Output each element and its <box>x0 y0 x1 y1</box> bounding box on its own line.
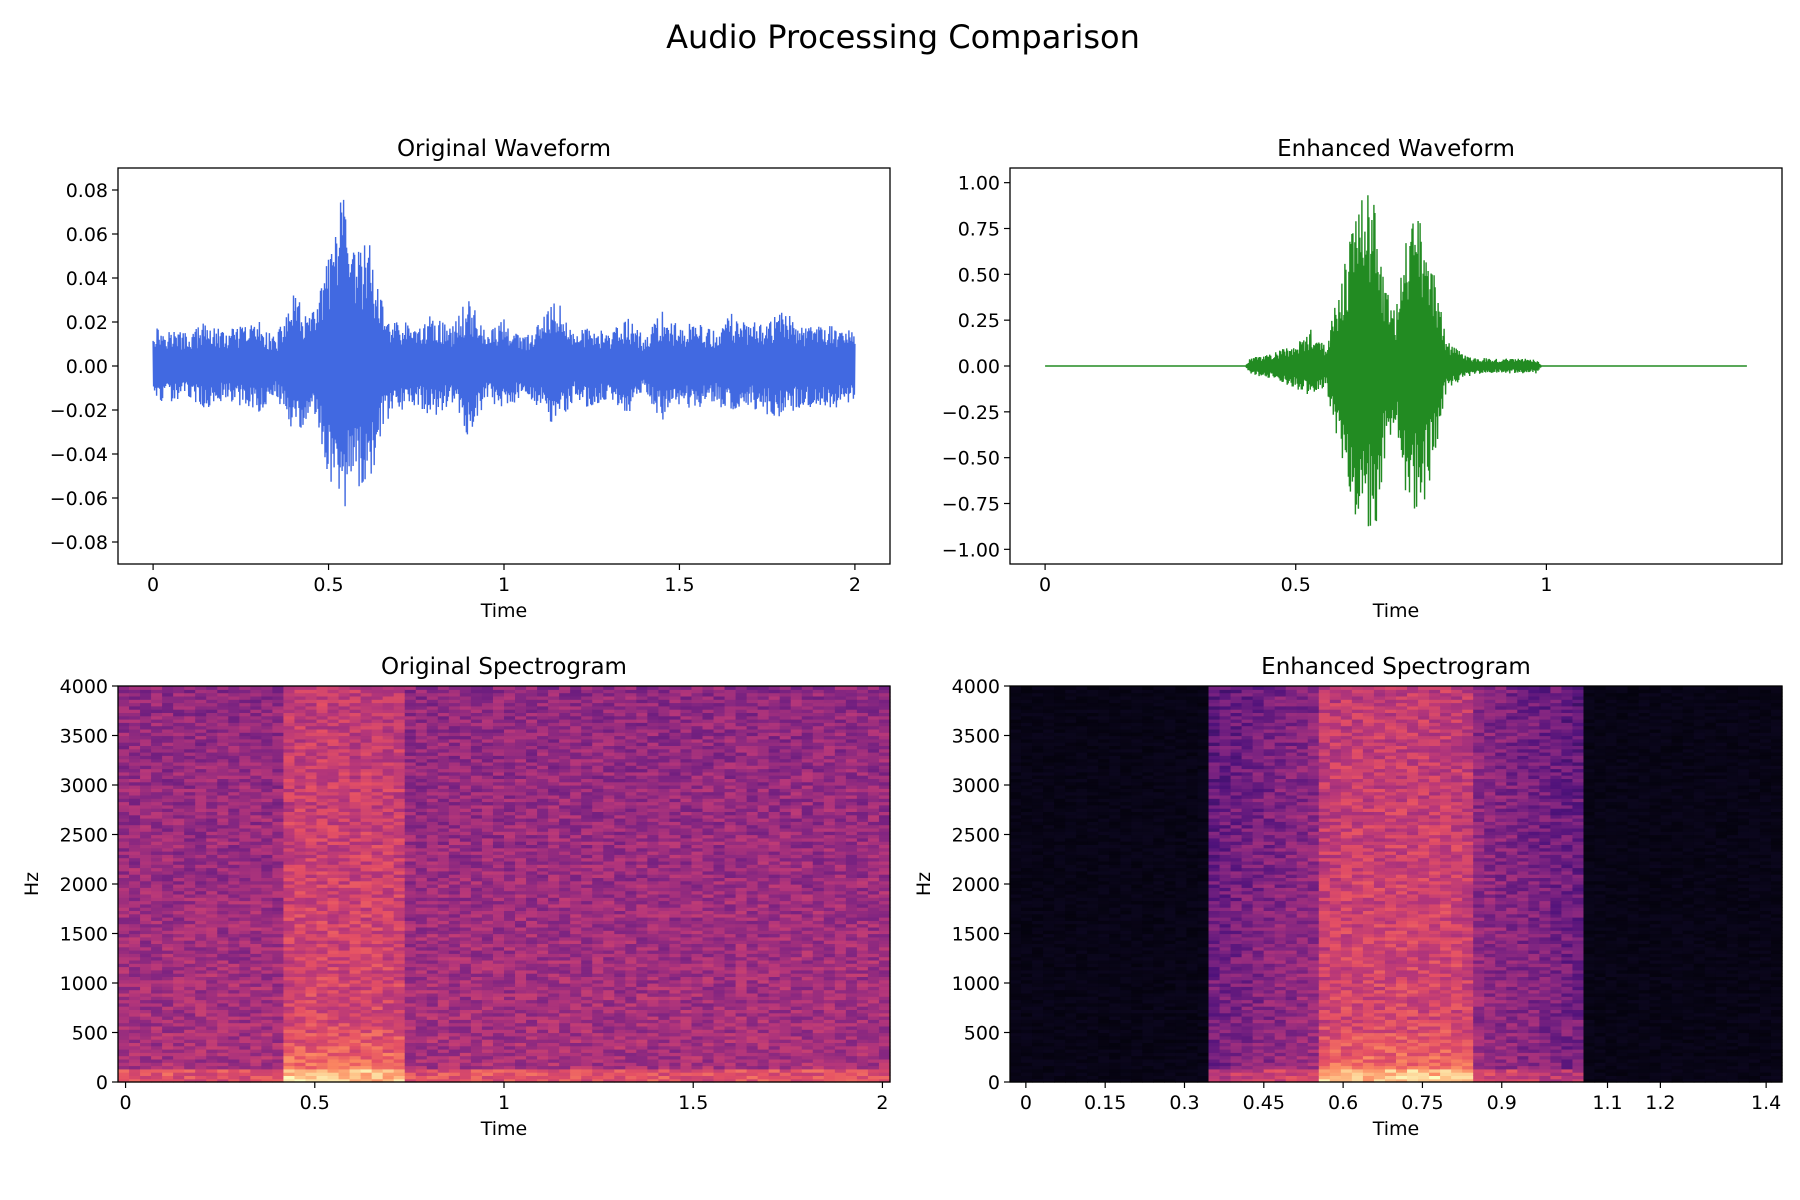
x-tick-label: 0 <box>147 574 159 596</box>
panel-title: Original Waveform <box>397 136 611 162</box>
x-axis-label: Time <box>480 600 528 622</box>
x-tick-label: 0.5 <box>313 574 343 596</box>
y-tick-label: 0.08 <box>66 180 108 202</box>
x-tick-label: 2 <box>849 574 861 596</box>
y-tick-label: 0.50 <box>958 264 1000 286</box>
figure-title: Audio Processing Comparison <box>666 18 1140 56</box>
y-tick-label: −0.06 <box>50 488 108 510</box>
y-tick-label: −0.02 <box>50 400 108 422</box>
y-tick-label: −0.75 <box>942 494 1000 516</box>
y-tick-label: −1.00 <box>942 539 1000 561</box>
panel-title: Original Spectrogram <box>381 654 627 680</box>
y-tick-label: 0.00 <box>958 356 1000 378</box>
y-tick-label: 1.00 <box>958 173 1000 195</box>
waveform-line <box>153 200 855 506</box>
x-tick-label: 1 <box>498 574 510 596</box>
x-tick-label: 0 <box>1039 574 1051 596</box>
y-tick-label: 0.25 <box>958 310 1000 332</box>
original-waveform-panel: Original Waveform 0 0.5 1 1.5 2 −0.08 −0.06 −0.0… <box>50 136 890 622</box>
y-tick-label: 0.75 <box>958 219 1000 241</box>
y-tick-label: −0.04 <box>50 444 108 466</box>
x-tick-label: 1 <box>1540 574 1552 596</box>
y-tick-label: 0.02 <box>66 312 108 334</box>
y-tick-label: −0.25 <box>942 402 1000 424</box>
y-tick-label: 0.00 <box>66 356 108 378</box>
y-tick-label: −0.50 <box>942 448 1000 470</box>
y-tick-label: 0.04 <box>66 268 108 290</box>
x-axis-label: Time <box>1372 600 1420 622</box>
y-tick-label: −0.08 <box>50 532 108 554</box>
x-tick-label: 0.5 <box>1281 574 1311 596</box>
panel-title: Enhanced Waveform <box>1277 136 1515 162</box>
y-tick-label: 0.06 <box>66 224 108 246</box>
waveform-line <box>1045 195 1747 526</box>
enhanced-waveform-panel: Enhanced Waveform 0 0.5 1 −1.00 −0.75 −0.50 −0.… <box>942 136 1782 622</box>
x-tick-label: 1.5 <box>664 574 694 596</box>
